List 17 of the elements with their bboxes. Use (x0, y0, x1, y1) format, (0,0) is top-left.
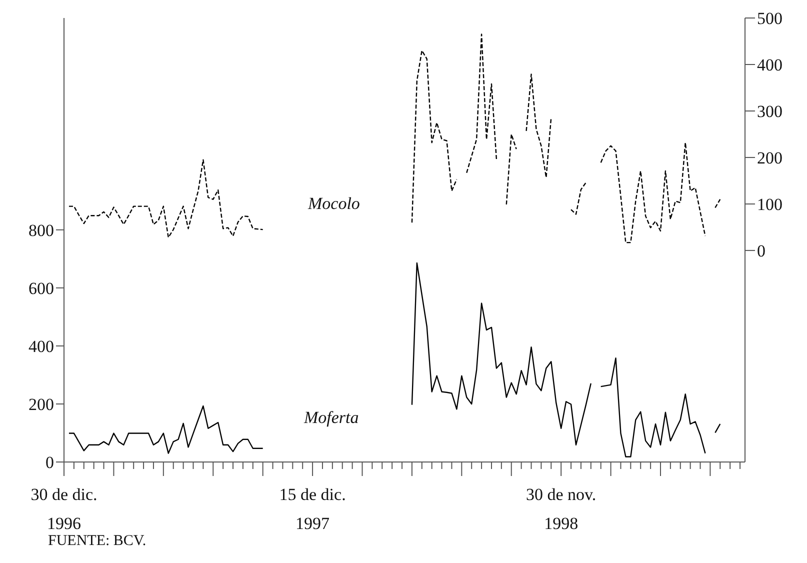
y-tick-label: 200 (28, 394, 54, 414)
y-tick-label: 0 (46, 453, 54, 472)
y2-tick-label: 400 (757, 56, 782, 75)
y2-tick-label: 300 (757, 102, 782, 122)
x-tick-label: 15 de dic. 1997 (279, 485, 346, 533)
text: Moferta (304, 408, 359, 428)
y-tick-label: 600 (28, 278, 54, 298)
x-tick-label: 30 de nov. 1998 (526, 485, 596, 533)
y-tick-label: 800 (28, 220, 54, 240)
source-note: FUENTE: BCV. (48, 533, 148, 550)
y2-tick-label: 0 (757, 241, 766, 260)
y2-tick-label: 200 (757, 148, 782, 168)
y2-tick-label: 500 (757, 9, 782, 28)
x-tick-label: 30 de dic. 1996 (30, 485, 98, 533)
y-tick-label: 400 (28, 336, 54, 356)
y2-tick-label: 100 (757, 195, 782, 214)
text: Mocolo (308, 194, 360, 214)
